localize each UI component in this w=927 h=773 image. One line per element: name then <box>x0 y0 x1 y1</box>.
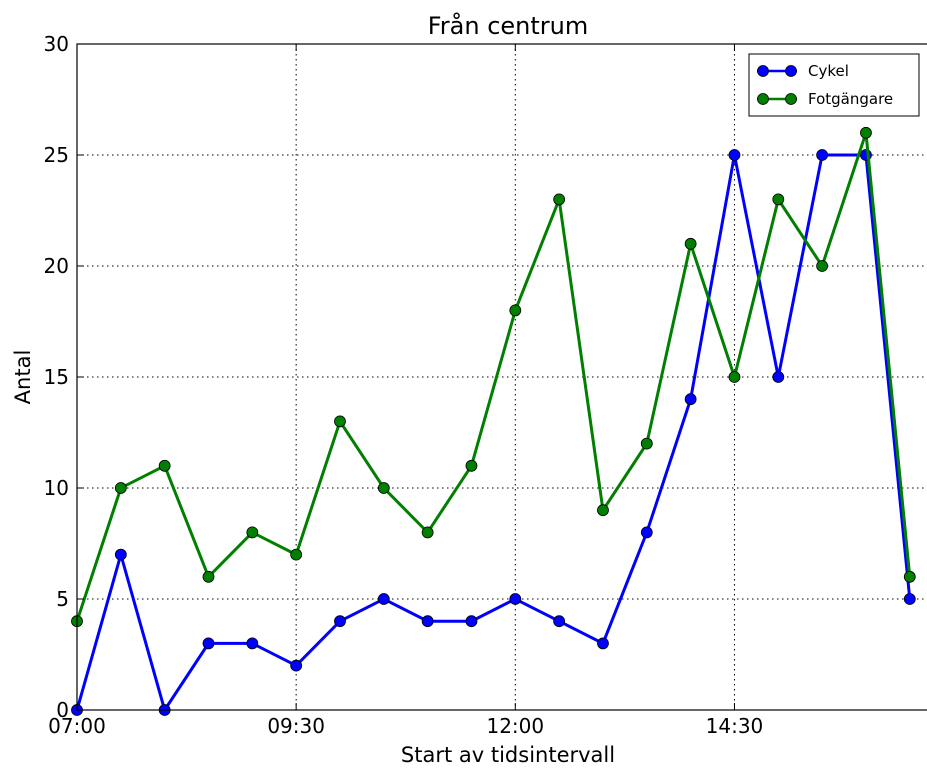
y-tick-label: 20 <box>44 254 69 278</box>
legend-marker-fotgangare <box>757 93 769 105</box>
data-point-fotgangare <box>202 570 215 583</box>
data-point-fotgangare <box>728 371 741 383</box>
y-tick-label: 10 <box>44 476 69 500</box>
data-point-cykel <box>772 371 785 383</box>
data-point-cykel <box>640 526 653 539</box>
data-point-cykel <box>334 615 346 628</box>
data-point-fotgangare <box>114 482 127 494</box>
data-point-cykel <box>553 615 566 628</box>
y-axis-label: Antal <box>11 350 35 405</box>
data-point-cykel <box>816 149 829 161</box>
data-point-cykel <box>903 593 916 605</box>
y-tick-label: 0 <box>56 698 69 722</box>
grid <box>77 44 927 710</box>
y-tick-label: 15 <box>44 365 69 389</box>
data-point-fotgangare <box>903 570 916 583</box>
x-tick-label: 07:00 <box>48 714 106 738</box>
y-tick-label: 5 <box>56 587 69 611</box>
data-point-cykel <box>377 593 390 605</box>
data-point-cykel <box>684 393 697 406</box>
legend-marker-cykel <box>757 65 769 77</box>
data-point-cykel <box>728 149 741 161</box>
data-point-fotgangare <box>509 304 522 317</box>
legend-marker-cykel <box>785 65 797 77</box>
data-point-cykel <box>465 615 478 628</box>
series-layer <box>71 126 916 716</box>
legend-label-cykel: Cykel <box>808 62 849 80</box>
data-point-fotgangare <box>334 415 346 428</box>
data-point-cykel <box>597 637 609 650</box>
legend-box <box>748 53 920 117</box>
data-point-fotgangare <box>158 459 171 472</box>
data-point-fotgangare <box>553 193 566 206</box>
data-point-cykel <box>114 548 127 561</box>
data-point-fotgangare <box>640 437 653 450</box>
legend: Cykel Fotgängare <box>748 53 920 117</box>
data-point-fotgangare <box>597 504 609 517</box>
data-point-fotgangare <box>246 526 259 539</box>
x-tick-label: 09:30 <box>267 714 325 738</box>
data-point-cykel <box>202 637 215 650</box>
data-point-cykel <box>509 593 522 605</box>
data-point-cykel <box>246 637 259 650</box>
series-line-cykel <box>75 153 912 714</box>
y-tick-label: 30 <box>44 32 69 56</box>
data-point-fotgangare <box>421 526 434 539</box>
x-tick-label: 14:30 <box>706 714 764 738</box>
legend-entry-fotgangare: Fotgängare <box>757 90 893 108</box>
data-point-fotgangare <box>290 548 303 561</box>
axis-ticks: 0 5 10 15 20 25 30 07:00 09:30 12:00 14:30 <box>44 32 764 738</box>
y-tick-label: 25 <box>44 143 69 167</box>
series-line-fotgangare <box>75 132 912 622</box>
chart-title: Från centrum <box>428 11 589 40</box>
data-point-cykel <box>290 659 303 672</box>
x-axis-label: Start av tidsintervall <box>401 743 615 767</box>
data-point-fotgangare <box>377 482 390 494</box>
data-point-fotgangare <box>465 459 478 472</box>
data-point-fotgangare <box>772 193 785 206</box>
data-point-fotgangare <box>684 237 697 250</box>
legend-label-fotgangare: Fotgängare <box>808 90 893 108</box>
data-point-cykel <box>421 615 434 628</box>
data-point-fotgangare <box>816 260 829 272</box>
legend-marker-fotgangare <box>785 93 797 105</box>
legend-entry-cykel: Cykel <box>757 62 849 80</box>
x-tick-label: 12:00 <box>486 714 544 738</box>
data-point-fotgangare <box>860 126 872 139</box>
